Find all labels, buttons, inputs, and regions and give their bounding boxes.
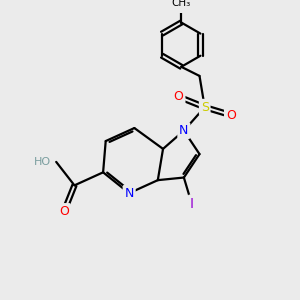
Text: S: S — [201, 101, 209, 114]
Text: O: O — [59, 205, 69, 218]
Text: O: O — [226, 109, 236, 122]
Text: N: N — [179, 124, 189, 137]
Text: O: O — [174, 90, 184, 103]
Text: HO: HO — [34, 157, 51, 167]
Text: CH₃: CH₃ — [172, 0, 191, 8]
Text: I: I — [190, 196, 194, 211]
Text: N: N — [124, 187, 134, 200]
